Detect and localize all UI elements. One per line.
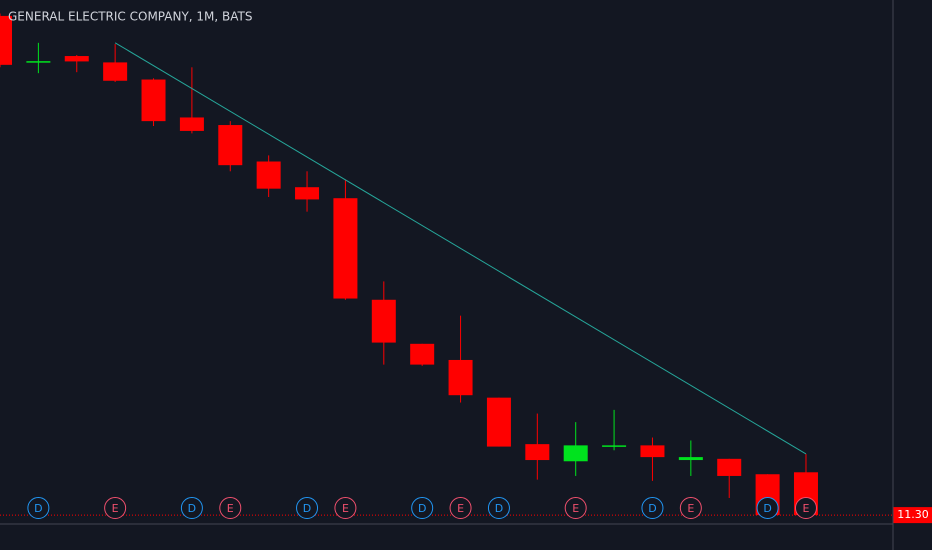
event-label: D (648, 502, 656, 515)
event-label: D (763, 502, 771, 515)
event-label: D (188, 502, 196, 515)
event-label: E (687, 502, 694, 515)
event-badge (679, 497, 702, 519)
event-badge (641, 497, 664, 519)
candle-body (256, 161, 281, 189)
candle-body (26, 61, 51, 63)
candle-body (295, 187, 320, 200)
candle-body (141, 79, 166, 122)
event-badge (104, 497, 127, 519)
event-badge (794, 497, 817, 519)
candle-body (525, 444, 550, 461)
event-label: E (342, 502, 349, 515)
candle-body (486, 397, 511, 447)
candle-body (717, 458, 742, 476)
event-label: D (303, 502, 311, 515)
last-price-label: 11.30 (897, 508, 929, 521)
event-badge (219, 497, 242, 519)
candle-body (179, 117, 204, 131)
event-badge (756, 497, 779, 519)
event-label: E (457, 502, 464, 515)
candle-body (410, 343, 435, 365)
event-badge (564, 497, 587, 519)
event-badge (334, 497, 357, 519)
event-badge (411, 497, 434, 519)
chart-title: GENERAL ELECTRIC COMPANY, 1M, BATS (8, 10, 253, 24)
candle-body (218, 125, 243, 166)
event-label: E (803, 502, 810, 515)
candle-body (0, 15, 12, 65)
event-label: D (495, 502, 503, 515)
event-label: E (572, 502, 579, 515)
event-badge (180, 497, 203, 519)
event-label: E (112, 502, 119, 515)
candle-body (602, 445, 627, 447)
last-price-box (893, 507, 932, 524)
candle-body (448, 359, 473, 396)
candle-body (333, 198, 358, 299)
trendline (114, 42, 807, 455)
event-badge (296, 497, 319, 519)
candle-body (640, 445, 665, 458)
candle-body (371, 299, 396, 343)
candle-body (103, 62, 128, 81)
event-label: E (227, 502, 234, 515)
event-label: D (418, 502, 426, 515)
event-badge (27, 497, 50, 519)
candle-body (678, 457, 703, 461)
event-badge (449, 497, 472, 519)
event-badge (487, 497, 510, 519)
candle-body (563, 445, 588, 462)
candle-body (64, 56, 89, 62)
event-label: D (34, 502, 42, 515)
